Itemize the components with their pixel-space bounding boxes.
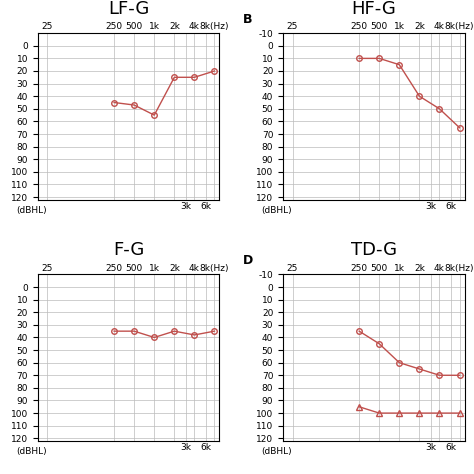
Text: 2k: 2k [169,264,180,273]
Text: 250: 250 [351,22,368,31]
Text: 8k(Hz): 8k(Hz) [200,264,229,273]
Text: 4k: 4k [434,264,445,273]
Title: F-G: F-G [113,241,144,259]
Text: 3k: 3k [181,443,191,452]
Text: 250: 250 [351,264,368,273]
Title: HF-G: HF-G [351,0,396,18]
Text: (dBHL): (dBHL) [16,447,47,456]
Text: 25: 25 [42,22,53,31]
Text: 3k: 3k [426,443,437,452]
Text: 6k: 6k [446,202,457,211]
Text: 3k: 3k [181,202,191,211]
Text: 500: 500 [371,264,388,273]
Text: 1k: 1k [394,22,405,31]
Text: D: D [243,255,253,267]
Text: 500: 500 [371,22,388,31]
Title: LF-G: LF-G [108,0,149,18]
Text: 25: 25 [287,22,298,31]
Text: 250: 250 [106,264,123,273]
Text: 6k: 6k [201,443,212,452]
Text: 8k(Hz): 8k(Hz) [445,22,474,31]
Text: (dBHL): (dBHL) [261,447,292,456]
Text: 6k: 6k [446,443,457,452]
Text: 2k: 2k [414,22,425,31]
Text: 8k(Hz): 8k(Hz) [200,22,229,31]
Text: (dBHL): (dBHL) [16,206,47,215]
Text: 25: 25 [287,264,298,273]
Text: 25: 25 [42,264,53,273]
Text: 4k: 4k [434,22,445,31]
Text: 4k: 4k [189,22,200,31]
Text: 6k: 6k [201,202,212,211]
Text: (dBHL): (dBHL) [261,206,292,215]
Text: 2k: 2k [169,22,180,31]
Text: 1k: 1k [149,264,160,273]
Text: 4k: 4k [189,264,200,273]
Title: TD-G: TD-G [351,241,397,259]
Text: 500: 500 [126,22,143,31]
Text: 3k: 3k [426,202,437,211]
Text: 1k: 1k [149,22,160,31]
Text: 1k: 1k [394,264,405,273]
Text: 2k: 2k [414,264,425,273]
Text: B: B [243,13,253,26]
Text: 500: 500 [126,264,143,273]
Text: 8k(Hz): 8k(Hz) [445,264,474,273]
Text: 250: 250 [106,22,123,31]
